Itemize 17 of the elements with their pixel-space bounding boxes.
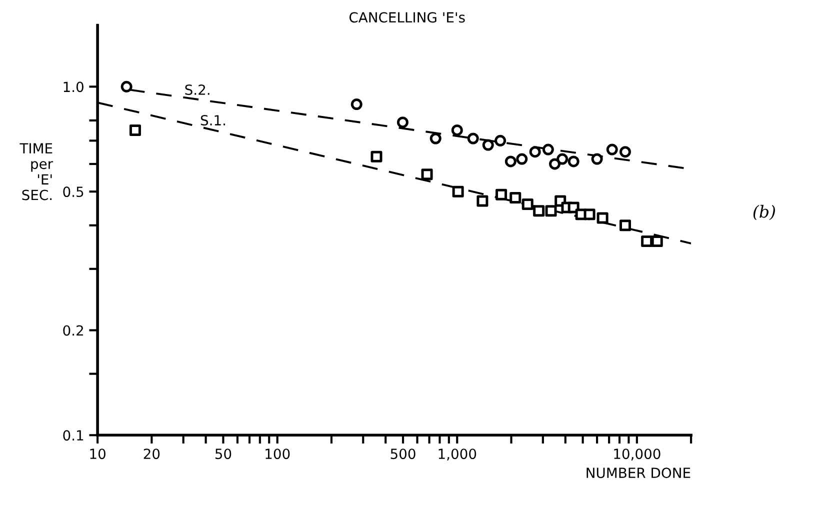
y-tick-label: 0.2 xyxy=(63,325,83,336)
annotation: S.2. xyxy=(185,84,210,95)
chart-title: CANCELLING 'E's xyxy=(349,12,465,23)
x-tick-label: 10,000 xyxy=(614,448,660,461)
x-tick-label: 1,000 xyxy=(438,448,476,461)
y-tick-label: 0.1 xyxy=(63,430,84,441)
x-axis-title: NUMBER DONE xyxy=(586,468,690,478)
text: (b) xyxy=(753,204,776,220)
y-tick-label: 1.0 xyxy=(64,82,84,92)
x-tick-label: 100 xyxy=(266,448,290,460)
x-tick-label: 10 xyxy=(90,448,106,460)
y-axis-title: TIME per 'E' SEC. xyxy=(20,143,54,200)
x-tick-label: 500 xyxy=(390,448,416,460)
x-tick-label: 20 xyxy=(144,448,160,460)
x-tick-label: 50 xyxy=(215,448,232,460)
y-tick-label: 0.5 xyxy=(63,186,84,198)
annotation: S.1. xyxy=(200,115,225,126)
